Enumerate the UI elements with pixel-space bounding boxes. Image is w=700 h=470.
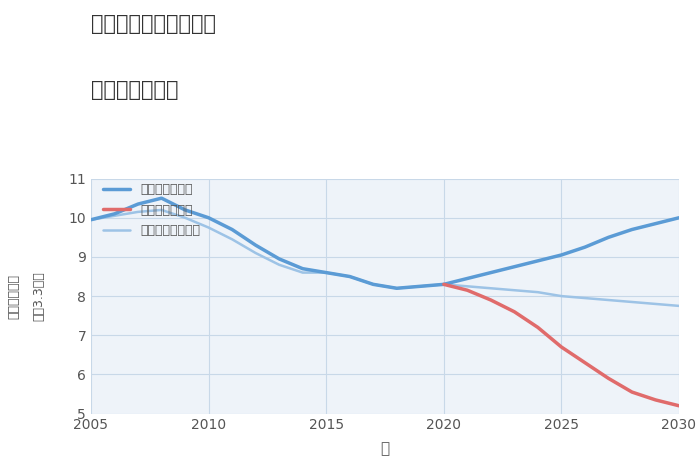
ノーマルシナリオ	[510, 288, 519, 293]
グッドシナリオ	[533, 258, 542, 264]
Line: グッドシナリオ: グッドシナリオ	[91, 198, 679, 288]
グッドシナリオ	[651, 221, 659, 227]
ノーマルシナリオ	[228, 236, 237, 242]
X-axis label: 年: 年	[380, 441, 390, 456]
ノーマルシナリオ	[557, 293, 566, 299]
Text: 坪（3.3㎡）: 坪（3.3㎡）	[32, 271, 45, 321]
グッドシナリオ	[675, 215, 683, 220]
Text: 単価（万円）: 単価（万円）	[8, 274, 20, 319]
ノーマルシナリオ	[251, 250, 260, 256]
ノーマルシナリオ	[628, 299, 636, 305]
バッドシナリオ	[675, 403, 683, 408]
ノーマルシナリオ	[181, 215, 189, 220]
グッドシナリオ	[228, 227, 237, 232]
ノーマルシナリオ	[581, 295, 589, 301]
グッドシナリオ	[557, 252, 566, 258]
ノーマルシナリオ	[322, 270, 330, 275]
グッドシナリオ	[204, 215, 213, 220]
ノーマルシナリオ	[369, 282, 377, 287]
グッドシナリオ	[322, 270, 330, 275]
ノーマルシナリオ	[275, 262, 284, 267]
グッドシナリオ	[111, 211, 119, 217]
グッドシナリオ	[181, 207, 189, 213]
ノーマルシナリオ	[87, 217, 95, 223]
Text: 土地の価格推移: 土地の価格推移	[91, 80, 178, 100]
グッドシナリオ	[510, 264, 519, 270]
グッドシナリオ	[628, 227, 636, 232]
Legend: グッドシナリオ, バッドシナリオ, ノーマルシナリオ: グッドシナリオ, バッドシナリオ, ノーマルシナリオ	[103, 183, 200, 237]
Line: ノーマルシナリオ: ノーマルシナリオ	[91, 210, 679, 306]
バッドシナリオ	[510, 309, 519, 314]
ノーマルシナリオ	[463, 283, 472, 289]
グッドシナリオ	[416, 283, 424, 289]
グッドシナリオ	[298, 266, 307, 272]
Text: 三重県松阪市稲木町の: 三重県松阪市稲木町の	[91, 14, 216, 34]
グッドシナリオ	[463, 276, 472, 282]
ノーマルシナリオ	[440, 282, 448, 287]
グッドシナリオ	[158, 196, 166, 201]
バッドシナリオ	[628, 389, 636, 395]
Line: バッドシナリオ: バッドシナリオ	[444, 284, 679, 406]
バッドシナリオ	[581, 360, 589, 366]
ノーマルシナリオ	[486, 285, 495, 291]
グッドシナリオ	[87, 217, 95, 223]
グッドシナリオ	[440, 282, 448, 287]
グッドシナリオ	[581, 244, 589, 250]
ノーマルシナリオ	[416, 283, 424, 289]
ノーマルシナリオ	[675, 303, 683, 309]
バッドシナリオ	[440, 282, 448, 287]
バッドシナリオ	[557, 344, 566, 350]
ノーマルシナリオ	[604, 297, 612, 303]
バッドシナリオ	[604, 376, 612, 381]
グッドシナリオ	[393, 285, 401, 291]
ノーマルシナリオ	[533, 290, 542, 295]
ノーマルシナリオ	[651, 301, 659, 307]
バッドシナリオ	[651, 397, 659, 403]
バッドシナリオ	[533, 325, 542, 330]
グッドシナリオ	[369, 282, 377, 287]
グッドシナリオ	[486, 270, 495, 275]
グッドシナリオ	[275, 256, 284, 262]
グッドシナリオ	[251, 243, 260, 248]
バッドシナリオ	[463, 288, 472, 293]
ノーマルシナリオ	[298, 270, 307, 275]
ノーマルシナリオ	[393, 285, 401, 291]
ノーマルシナリオ	[111, 213, 119, 219]
ノーマルシナリオ	[158, 207, 166, 213]
ノーマルシナリオ	[204, 225, 213, 230]
グッドシナリオ	[134, 201, 142, 207]
グッドシナリオ	[604, 235, 612, 240]
ノーマルシナリオ	[346, 274, 354, 279]
バッドシナリオ	[486, 297, 495, 303]
グッドシナリオ	[346, 274, 354, 279]
ノーマルシナリオ	[134, 209, 142, 215]
